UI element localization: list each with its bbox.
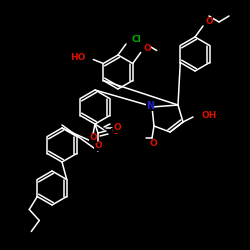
Text: O: O <box>144 44 152 53</box>
Text: O: O <box>94 142 102 150</box>
Text: O: O <box>113 124 121 132</box>
Text: OH: OH <box>201 110 216 120</box>
Text: O: O <box>205 16 213 26</box>
Text: O: O <box>149 140 157 148</box>
Text: O: O <box>111 128 119 136</box>
Text: HO: HO <box>70 53 85 62</box>
Text: O: O <box>89 134 97 142</box>
Text: N: N <box>146 101 154 111</box>
Text: Cl: Cl <box>131 34 141 43</box>
